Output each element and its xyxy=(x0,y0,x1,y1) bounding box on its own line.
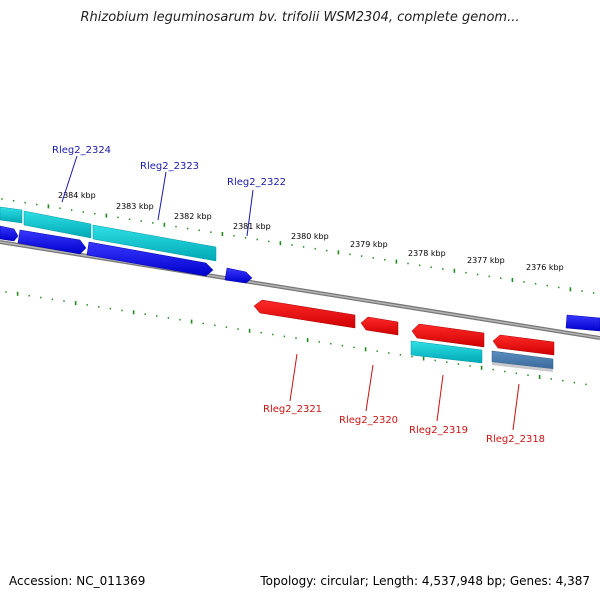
scale-label: 2381 kbp xyxy=(233,222,271,231)
forward-track xyxy=(0,206,600,332)
cds-feature-reverse[interactable] xyxy=(360,316,399,336)
gene-label[interactable]: Rleg2_2319 xyxy=(409,425,468,436)
gene-label[interactable]: Rleg2_2321 xyxy=(263,404,322,415)
label-leader-line xyxy=(157,171,167,221)
cds-feature-forward[interactable] xyxy=(0,225,19,242)
gene-label[interactable]: Rleg2_2323 xyxy=(140,161,199,172)
cds-feature-forward[interactable] xyxy=(565,314,600,332)
label-leader-line xyxy=(436,374,444,422)
gene-label[interactable]: Rleg2_2318 xyxy=(486,434,545,445)
map-title: Rhizobium leguminosarum bv. trifolii WSM… xyxy=(80,10,520,25)
rna-feature[interactable] xyxy=(23,210,92,239)
label-leader-line xyxy=(365,364,374,412)
reverse-track xyxy=(253,299,555,372)
cds-feature-forward[interactable] xyxy=(17,229,87,255)
accession-label: Accession: NC_011369 xyxy=(9,574,146,588)
scale-label: 2377 kbp xyxy=(467,256,505,265)
rna-feature[interactable] xyxy=(0,206,23,224)
tick-track-outer xyxy=(1,198,595,294)
rna-feature[interactable] xyxy=(410,340,483,364)
gene-label[interactable]: Rleg2_2324 xyxy=(52,145,111,156)
forward-gene-labels: Rleg2_2324 Rleg2_2323 Rleg2_2322 xyxy=(52,145,286,237)
label-leader-line xyxy=(512,383,520,431)
tick-track-inner xyxy=(5,291,587,386)
label-leader-line xyxy=(289,353,298,402)
label-leader-line xyxy=(61,155,78,203)
scale-label: 2378 kbp xyxy=(408,249,446,258)
gene-label[interactable]: Rleg2_2320 xyxy=(339,415,398,426)
cds-feature-forward[interactable] xyxy=(86,241,214,277)
scale-label: 2379 kbp xyxy=(350,240,388,249)
scale-label: 2384 kbp xyxy=(58,191,96,200)
cds-feature-reverse[interactable] xyxy=(253,299,356,329)
label-leader-line xyxy=(246,189,254,237)
scale-label: 2383 kbp xyxy=(116,202,154,211)
reverse-gene-labels: Rleg2_2321 Rleg2_2320 Rleg2_2319 Rleg2_2… xyxy=(263,353,545,445)
misc-feature-shadow xyxy=(492,362,553,372)
cds-feature-reverse[interactable] xyxy=(492,334,555,356)
cds-feature-forward[interactable] xyxy=(224,267,253,284)
scale-label: 2380 kbp xyxy=(291,232,329,241)
rna-feature[interactable] xyxy=(92,224,217,262)
gene-label[interactable]: Rleg2_2322 xyxy=(227,177,286,188)
scale-labels: 2384 kbp 2383 kbp 2382 kbp 2381 kbp 2380… xyxy=(58,191,564,272)
genome-summary: Topology: circular; Length: 4,537,948 bp… xyxy=(260,574,590,588)
scale-label: 2376 kbp xyxy=(526,263,564,272)
cds-feature-reverse[interactable] xyxy=(411,323,485,348)
scale-label: 2382 kbp xyxy=(174,212,212,221)
